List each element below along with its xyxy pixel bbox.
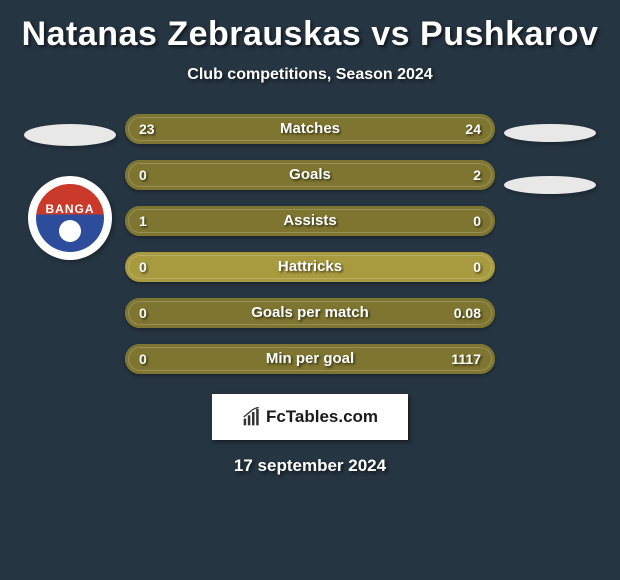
stat-bar: 0Goals per match0.08 [125, 298, 495, 328]
stat-value-right: 2 [473, 160, 481, 190]
stats-column: 23Matches240Goals21Assists00Hattricks00G… [125, 114, 495, 374]
soccer-ball-icon [59, 220, 81, 242]
stat-value-right: 1117 [451, 344, 481, 374]
stat-bar: 23Matches24 [125, 114, 495, 144]
chart-icon [242, 407, 262, 427]
stat-bar: 1Assists0 [125, 206, 495, 236]
stat-label: Min per goal [125, 344, 495, 374]
stat-value-right: 0 [473, 252, 481, 282]
infographic-container: Natanas Zebrauskas vs Pushkarov Club com… [0, 0, 620, 486]
left-column: BANGA [15, 114, 125, 260]
stat-label: Goals [125, 160, 495, 190]
club-right-placeholder [504, 176, 596, 194]
right-column [495, 114, 605, 194]
stat-label: Assists [125, 206, 495, 236]
logo-text: FcTables.com [266, 407, 378, 427]
stat-label: Matches [125, 114, 495, 144]
club-badge-left: BANGA [28, 176, 112, 260]
subtitle: Club competitions, Season 2024 [0, 66, 620, 84]
date-text: 17 september 2024 [0, 456, 620, 476]
stat-bar: 0Hattricks0 [125, 252, 495, 282]
stat-bar: 0Goals2 [125, 160, 495, 190]
player-left-placeholder [24, 124, 116, 146]
main-row: BANGA 23Matches240Goals21Assists00Hattri… [0, 114, 620, 374]
stat-label: Goals per match [125, 298, 495, 328]
stat-value-right: 24 [465, 114, 481, 144]
stat-value-right: 0.08 [454, 298, 481, 328]
player-right-placeholder [504, 124, 596, 142]
page-title: Natanas Zebrauskas vs Pushkarov [0, 15, 620, 54]
badge-text: BANGA [46, 202, 95, 216]
stat-value-right: 0 [473, 206, 481, 236]
fctables-logo-box: FcTables.com [212, 394, 408, 440]
stat-label: Hattricks [125, 252, 495, 282]
stat-bar: 0Min per goal1117 [125, 344, 495, 374]
badge-inner: BANGA [36, 184, 104, 252]
